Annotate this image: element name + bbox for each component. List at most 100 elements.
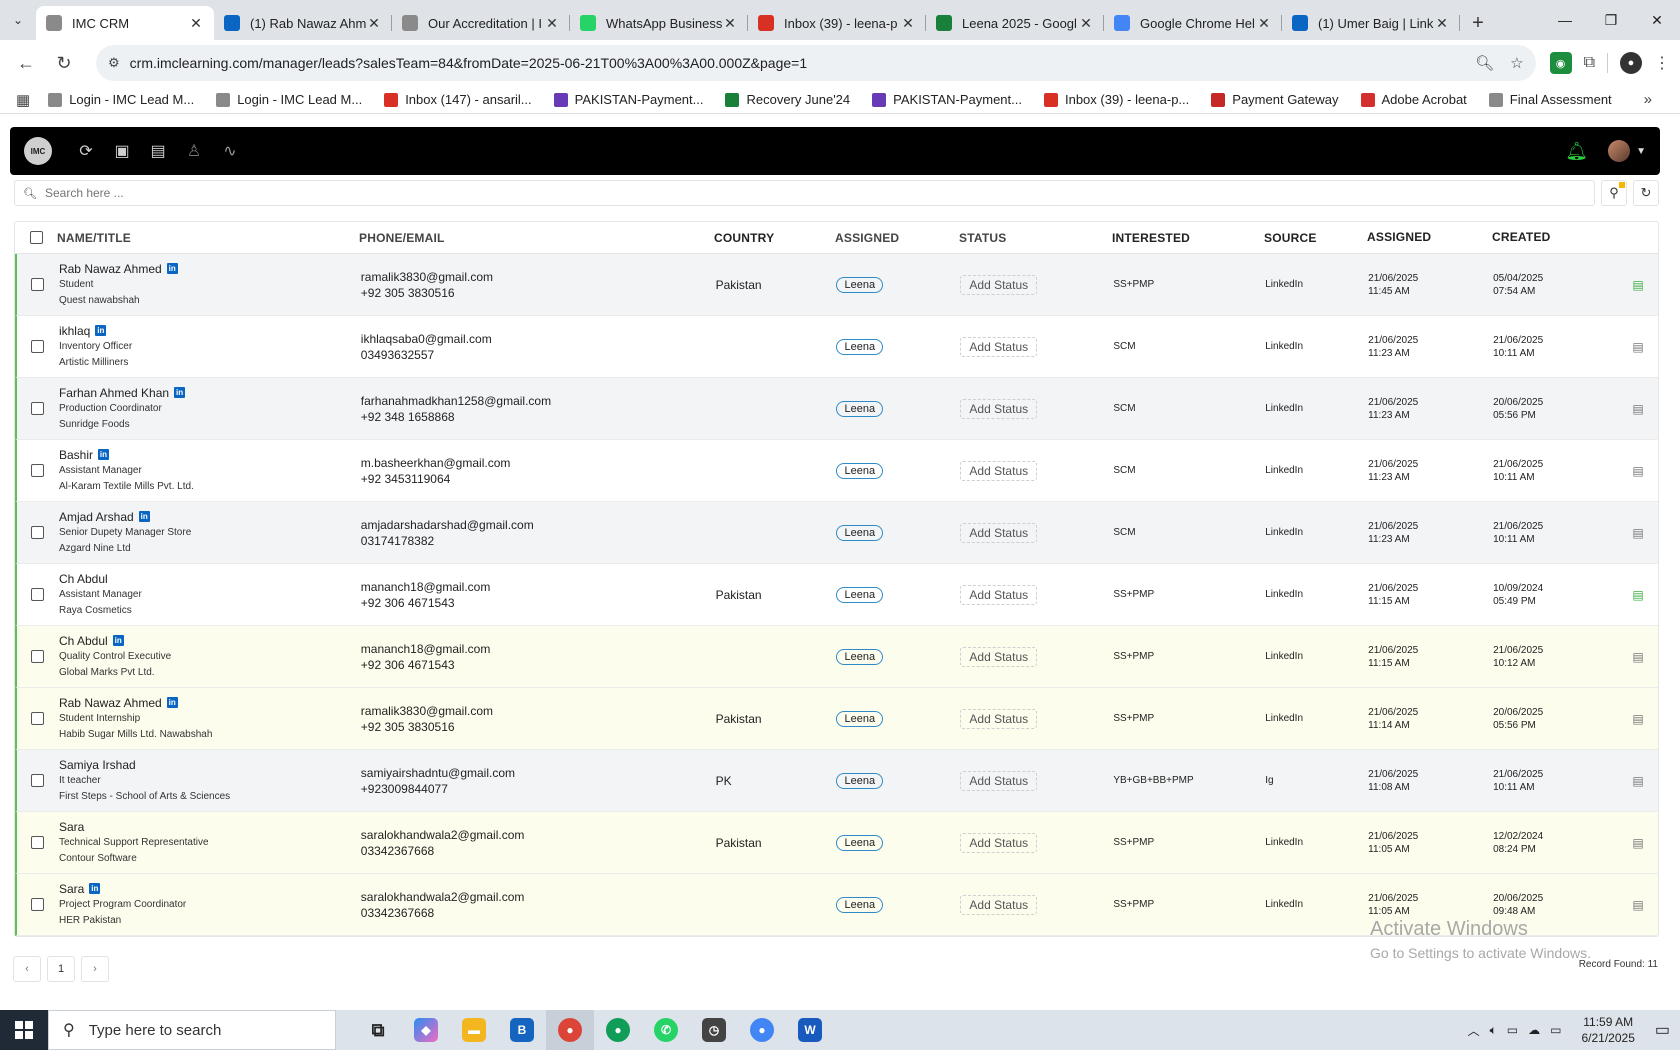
copilot-icon[interactable]: ◆: [402, 1010, 450, 1050]
lead-phone[interactable]: 03342367668: [360, 843, 435, 858]
volume-icon[interactable]: 🔈︎: [1489, 1022, 1497, 1037]
bookmark-item[interactable]: Recovery June'24: [725, 92, 850, 107]
table-row[interactable]: Bashir in Assistant Manager Al-Karam Textil…: [15, 440, 1658, 502]
bookmark-item[interactable]: Login - IMC Lead M...: [216, 92, 362, 107]
reload-icon[interactable]: ↻: [56, 52, 72, 73]
close-tab-icon[interactable]: ✕: [190, 14, 202, 31]
activity-icon[interactable]: ∿: [223, 143, 237, 160]
header-assigned-date[interactable]: ASSIGNED: [1367, 230, 1432, 244]
search-box[interactable]: 🔍︎: [14, 180, 1595, 206]
profile-avatar-icon[interactable]: ●: [1620, 52, 1642, 74]
close-tab-icon[interactable]: ✕: [546, 14, 558, 31]
lead-phone[interactable]: 03342367668: [360, 905, 435, 920]
lead-phone[interactable]: 03493632557: [360, 347, 435, 362]
minimize-icon[interactable]: —: [1558, 12, 1572, 28]
table-row[interactable]: Ch Abdul Assistant Manager Raya Cosmetics m…: [15, 564, 1658, 626]
header-created[interactable]: CREATED: [1492, 230, 1551, 244]
add-status-button[interactable]: Add Status: [960, 398, 1038, 419]
notification-bell-icon[interactable]: 🔔︎: [1565, 140, 1589, 161]
linkedin-icon[interactable]: in: [95, 325, 107, 336]
extension-icon[interactable]: ◉: [1549, 52, 1572, 74]
lead-name[interactable]: Rab Nawaz Ahmed: [58, 261, 162, 276]
bookmark-overflow-icon[interactable]: »: [1643, 91, 1652, 108]
battery-icon[interactable]: ▭: [1506, 1023, 1519, 1037]
close-tab-icon[interactable]: ✕: [368, 14, 380, 31]
linkedin-icon[interactable]: in: [166, 697, 178, 708]
lead-name[interactable]: Ch Abdul: [58, 571, 108, 586]
lead-name[interactable]: Farhan Ahmed Khan: [58, 385, 170, 400]
new-tab-icon[interactable]: +: [1472, 11, 1484, 34]
table-row[interactable]: Sara in Project Program Coordinator HER Pak…: [15, 874, 1658, 936]
clock-app-icon[interactable]: ◷: [690, 1010, 738, 1050]
calendar-icon[interactable]: ▣: [114, 143, 130, 160]
apps-grid-icon[interactable]: ▦: [16, 91, 31, 109]
lead-email[interactable]: farhanahmadkhan1258@gmail.com: [360, 393, 552, 408]
search-input[interactable]: [44, 186, 1586, 200]
bookmark-item[interactable]: PAKISTAN-Payment...: [553, 92, 703, 107]
filter-button[interactable]: ⚲: [1601, 180, 1627, 206]
restore-icon[interactable]: ❐: [1604, 11, 1618, 28]
chrome-icon[interactable]: ●: [546, 1010, 594, 1050]
close-tab-icon[interactable]: ✕: [1080, 14, 1092, 31]
table-row[interactable]: Rab Nawaz Ahmed in Student Internship Habib…: [15, 688, 1658, 750]
next-page-button[interactable]: ›: [81, 956, 109, 982]
assigned-badge[interactable]: Leena: [836, 710, 884, 727]
add-status-button[interactable]: Add Status: [960, 336, 1038, 357]
notes-icon[interactable]: ▤: [1632, 835, 1644, 850]
add-status-button[interactable]: Add Status: [960, 646, 1038, 667]
weather-icon[interactable]: ☁︎: [1528, 1023, 1541, 1037]
start-button[interactable]: [0, 1010, 48, 1050]
lead-name[interactable]: Ch Abdul: [58, 633, 108, 648]
close-window-icon[interactable]: ✕: [1651, 11, 1663, 28]
row-checkbox[interactable]: [31, 836, 45, 849]
lead-name[interactable]: Bashir: [58, 447, 93, 462]
prev-page-button[interactable]: ‹: [13, 956, 41, 982]
close-tab-icon[interactable]: ✕: [1436, 14, 1448, 31]
browser-tab[interactable]: Inbox (39) - leena-p ✕: [748, 6, 926, 40]
add-status-button[interactable]: Add Status: [960, 708, 1038, 729]
lead-phone[interactable]: +923009844077: [360, 781, 448, 796]
add-status-button[interactable]: Add Status: [960, 460, 1038, 481]
notes-icon[interactable]: ▤: [1632, 525, 1644, 540]
linkedin-icon[interactable]: in: [89, 883, 101, 894]
close-tab-icon[interactable]: ✕: [902, 14, 914, 31]
assigned-badge[interactable]: Leena: [836, 586, 884, 603]
lead-email[interactable]: mananch18@gmail.com: [360, 579, 491, 594]
add-status-button[interactable]: Add Status: [960, 522, 1038, 543]
lead-name[interactable]: ikhlaq: [58, 323, 91, 338]
assigned-badge[interactable]: Leena: [836, 896, 884, 913]
linkedin-icon[interactable]: in: [166, 263, 178, 274]
browser-tab[interactable]: Google Chrome Hel ✕: [1104, 6, 1282, 40]
table-row[interactable]: Samiya Irshad It teacher First Steps - Sch…: [15, 750, 1658, 812]
tab-search-dropdown-icon[interactable]: ⌄: [12, 13, 24, 27]
row-checkbox[interactable]: [31, 278, 45, 291]
lead-email[interactable]: amjadarshadarshad@gmail.com: [360, 517, 534, 532]
address-bar[interactable]: ⚙ crm.imclearning.com/manager/leads?sale…: [96, 45, 1536, 81]
lead-phone[interactable]: +92 306 4671543: [360, 595, 455, 610]
bookmark-item[interactable]: Login - IMC Lead M...: [48, 92, 194, 107]
zoom-icon[interactable]: 🔍︎: [1475, 55, 1495, 72]
bookmark-item[interactable]: Inbox (39) - leena-p...: [1043, 92, 1189, 107]
assigned-badge[interactable]: Leena: [836, 524, 884, 541]
header-status[interactable]: STATUS: [959, 230, 1007, 245]
browser-tab[interactable]: Our Accreditation | I ✕: [392, 6, 570, 40]
table-row[interactable]: Ch Abdul in Quality Control Executive Globa…: [15, 626, 1658, 688]
row-checkbox[interactable]: [31, 650, 45, 663]
add-status-button[interactable]: Add Status: [960, 770, 1038, 791]
notes-icon[interactable]: ▤: [1632, 463, 1644, 478]
linkedin-icon[interactable]: in: [97, 449, 109, 460]
table-row[interactable]: Sara Technical Support Representative Cont…: [15, 812, 1658, 874]
lead-email[interactable]: ramalik3830@gmail.com: [360, 703, 494, 718]
browser-tab[interactable]: (1) Rab Nawaz Ahm ✕: [214, 6, 392, 40]
chevron-down-icon[interactable]: ▼: [1636, 145, 1646, 157]
lead-email[interactable]: saralokhandwala2@gmail.com: [360, 827, 525, 842]
notes-icon[interactable]: ▤: [1632, 711, 1644, 726]
notes-icon[interactable]: ▤: [1632, 587, 1644, 602]
notes-icon[interactable]: ▤: [1632, 773, 1644, 788]
linkedin-icon[interactable]: in: [174, 387, 186, 398]
user-avatar[interactable]: [1608, 140, 1631, 162]
file-explorer-icon[interactable]: ▬: [450, 1010, 498, 1050]
header-source[interactable]: SOURCE: [1264, 230, 1317, 245]
add-status-button[interactable]: Add Status: [960, 274, 1038, 295]
header-phone[interactable]: PHONE/EMAIL: [359, 230, 445, 245]
